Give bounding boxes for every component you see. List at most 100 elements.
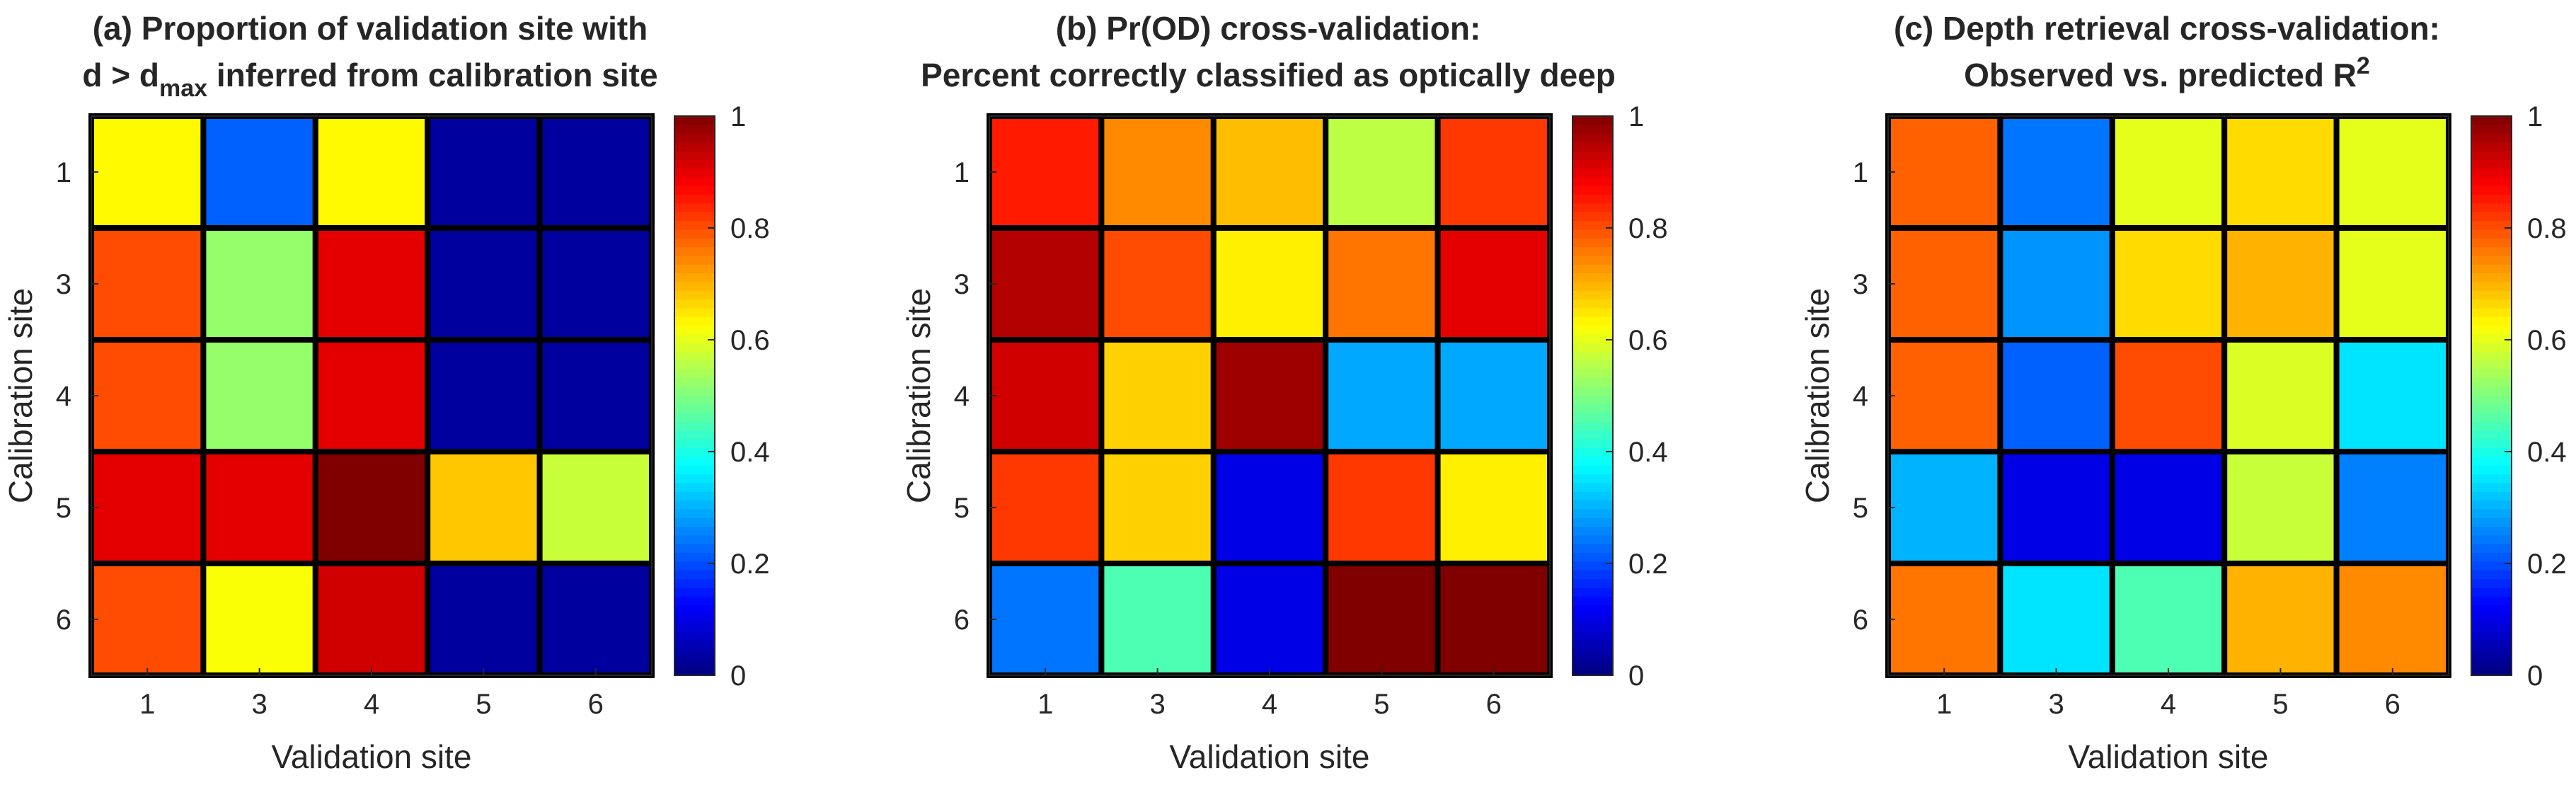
colorbar-swatch xyxy=(2471,221,2512,231)
y-axis-label: Calibration site xyxy=(2,288,39,503)
colorbar-swatch xyxy=(1572,212,1613,222)
colorbar-swatch xyxy=(674,517,715,527)
colorbar-swatch xyxy=(2471,483,2512,493)
colorbar-swatch xyxy=(1572,404,1613,414)
x-tick-label: 1 xyxy=(139,689,155,720)
colorbar-swatch xyxy=(1572,326,1613,336)
colorbar-swatch xyxy=(1572,352,1613,362)
heatmap-cell xyxy=(2333,225,2452,343)
heatmap-cell xyxy=(2109,225,2228,343)
colorbar-swatch xyxy=(674,570,715,580)
heatmap-cell xyxy=(88,113,207,231)
title-subscript: max xyxy=(159,75,207,102)
colorbar-swatch xyxy=(2471,360,2512,370)
chart-title-line2: d > dmax inferred from calibration site xyxy=(82,57,657,102)
panel-b: (b) Pr(OD) cross-validation: Percent corr… xyxy=(900,10,1668,775)
heatmap-cell xyxy=(1434,561,1553,678)
colorbar-swatch xyxy=(1572,430,1613,440)
x-tick-label: 3 xyxy=(251,689,267,720)
colorbar-swatch xyxy=(674,509,715,519)
colorbar-swatch xyxy=(1572,133,1613,143)
colorbar-swatch xyxy=(1572,238,1613,248)
x-axis-label: Validation site xyxy=(272,738,472,775)
colorbar-swatch xyxy=(674,658,715,667)
title-text-suffix: inferred from calibration site xyxy=(207,57,657,93)
heatmap-cell xyxy=(536,337,655,454)
colorbar: 0 0.2 0.4 0.6 0.8 1 xyxy=(2471,101,2567,692)
colorbar-swatch xyxy=(674,579,715,589)
heatmap-cell xyxy=(1098,561,1217,678)
colorbar-swatch xyxy=(1572,631,1613,641)
colorbar-swatch xyxy=(1572,517,1613,527)
colorbar-swatch xyxy=(2471,491,2512,501)
colorbar-swatch xyxy=(2471,133,2512,143)
colorbar-swatch xyxy=(1572,535,1613,545)
colorbar-swatch xyxy=(674,212,715,222)
colorbar-tick-label: 0.6 xyxy=(2527,325,2567,356)
x-tick-label: 4 xyxy=(2161,689,2176,720)
colorbar-swatch xyxy=(2471,596,2512,606)
y-tick-label: 1 xyxy=(954,157,970,188)
colorbar-swatch xyxy=(1572,151,1613,161)
colorbar-swatch xyxy=(1572,360,1613,370)
colorbar-swatch xyxy=(674,588,715,597)
heatmap-cell xyxy=(200,449,318,566)
colorbar-box xyxy=(674,115,715,676)
title-text: d > d xyxy=(82,57,159,93)
colorbar-swatch xyxy=(674,290,715,300)
colorbar-swatch xyxy=(1572,195,1613,205)
colorbar-swatch xyxy=(674,483,715,493)
colorbar-swatch xyxy=(1572,125,1613,134)
heatmap-cell xyxy=(536,561,655,678)
colorbar-swatch xyxy=(2471,238,2512,248)
colorbar-swatch xyxy=(1572,396,1613,405)
colorbar-swatch xyxy=(674,448,715,458)
colorbar-swatch xyxy=(2471,631,2512,641)
colorbar-tick-label: 0 xyxy=(1628,660,1644,692)
colorbar-swatch xyxy=(1572,168,1613,178)
colorbar-swatch xyxy=(674,622,715,632)
colorbar-swatch xyxy=(2471,544,2512,554)
heatmap-cell xyxy=(200,561,318,678)
heatmap-cell xyxy=(1098,337,1217,454)
heatmap-cell xyxy=(1434,449,1553,566)
colorbar-swatch xyxy=(1572,465,1613,475)
colorbar-swatch xyxy=(674,465,715,475)
heatmap-cell xyxy=(2221,225,2340,343)
colorbar-swatch xyxy=(1572,527,1613,537)
x-tick-label: 5 xyxy=(2272,689,2288,720)
colorbar-swatch xyxy=(2471,666,2512,676)
colorbar-swatch xyxy=(1572,413,1613,423)
heatmap-cell xyxy=(425,113,543,231)
heatmap-cell xyxy=(987,561,1105,678)
colorbar-swatch xyxy=(674,422,715,431)
y-axis-label: Calibration site xyxy=(1799,288,1836,503)
colorbar-swatch xyxy=(2471,527,2512,537)
colorbar: 0 0.2 0.4 0.6 0.8 1 xyxy=(1572,101,1668,692)
colorbar-swatch xyxy=(1572,588,1613,597)
colorbar-swatch xyxy=(674,238,715,248)
heatmap-cell xyxy=(1885,561,2003,678)
heatmap-cells xyxy=(987,113,1553,678)
heatmap-cell xyxy=(1210,561,1329,678)
heatmap-cell xyxy=(536,449,655,566)
heatmap-cell xyxy=(2221,561,2340,678)
colorbar-swatch xyxy=(674,151,715,161)
colorbar-swatch xyxy=(1572,544,1613,554)
panel-a: (a) Proportion of validation site with d … xyxy=(2,10,770,775)
heatmap-cell xyxy=(2333,337,2452,454)
colorbar-swatch xyxy=(2471,386,2512,396)
colorbar-tick-label: 0.8 xyxy=(1628,213,1668,244)
colorbar-swatch xyxy=(1572,334,1613,344)
colorbar-swatch xyxy=(2471,404,2512,414)
colorbar-swatch xyxy=(1572,422,1613,431)
x-tick-label: 6 xyxy=(2385,689,2400,720)
colorbar-swatch xyxy=(674,491,715,501)
colorbar-swatch xyxy=(674,273,715,283)
colorbar-swatch xyxy=(1572,439,1613,449)
y-tick-label: 3 xyxy=(954,269,970,300)
x-tick-label: 6 xyxy=(1486,689,1502,720)
heatmap-cell xyxy=(2109,337,2228,454)
colorbar-swatch xyxy=(2471,116,2512,125)
colorbar-swatch xyxy=(1572,142,1613,151)
